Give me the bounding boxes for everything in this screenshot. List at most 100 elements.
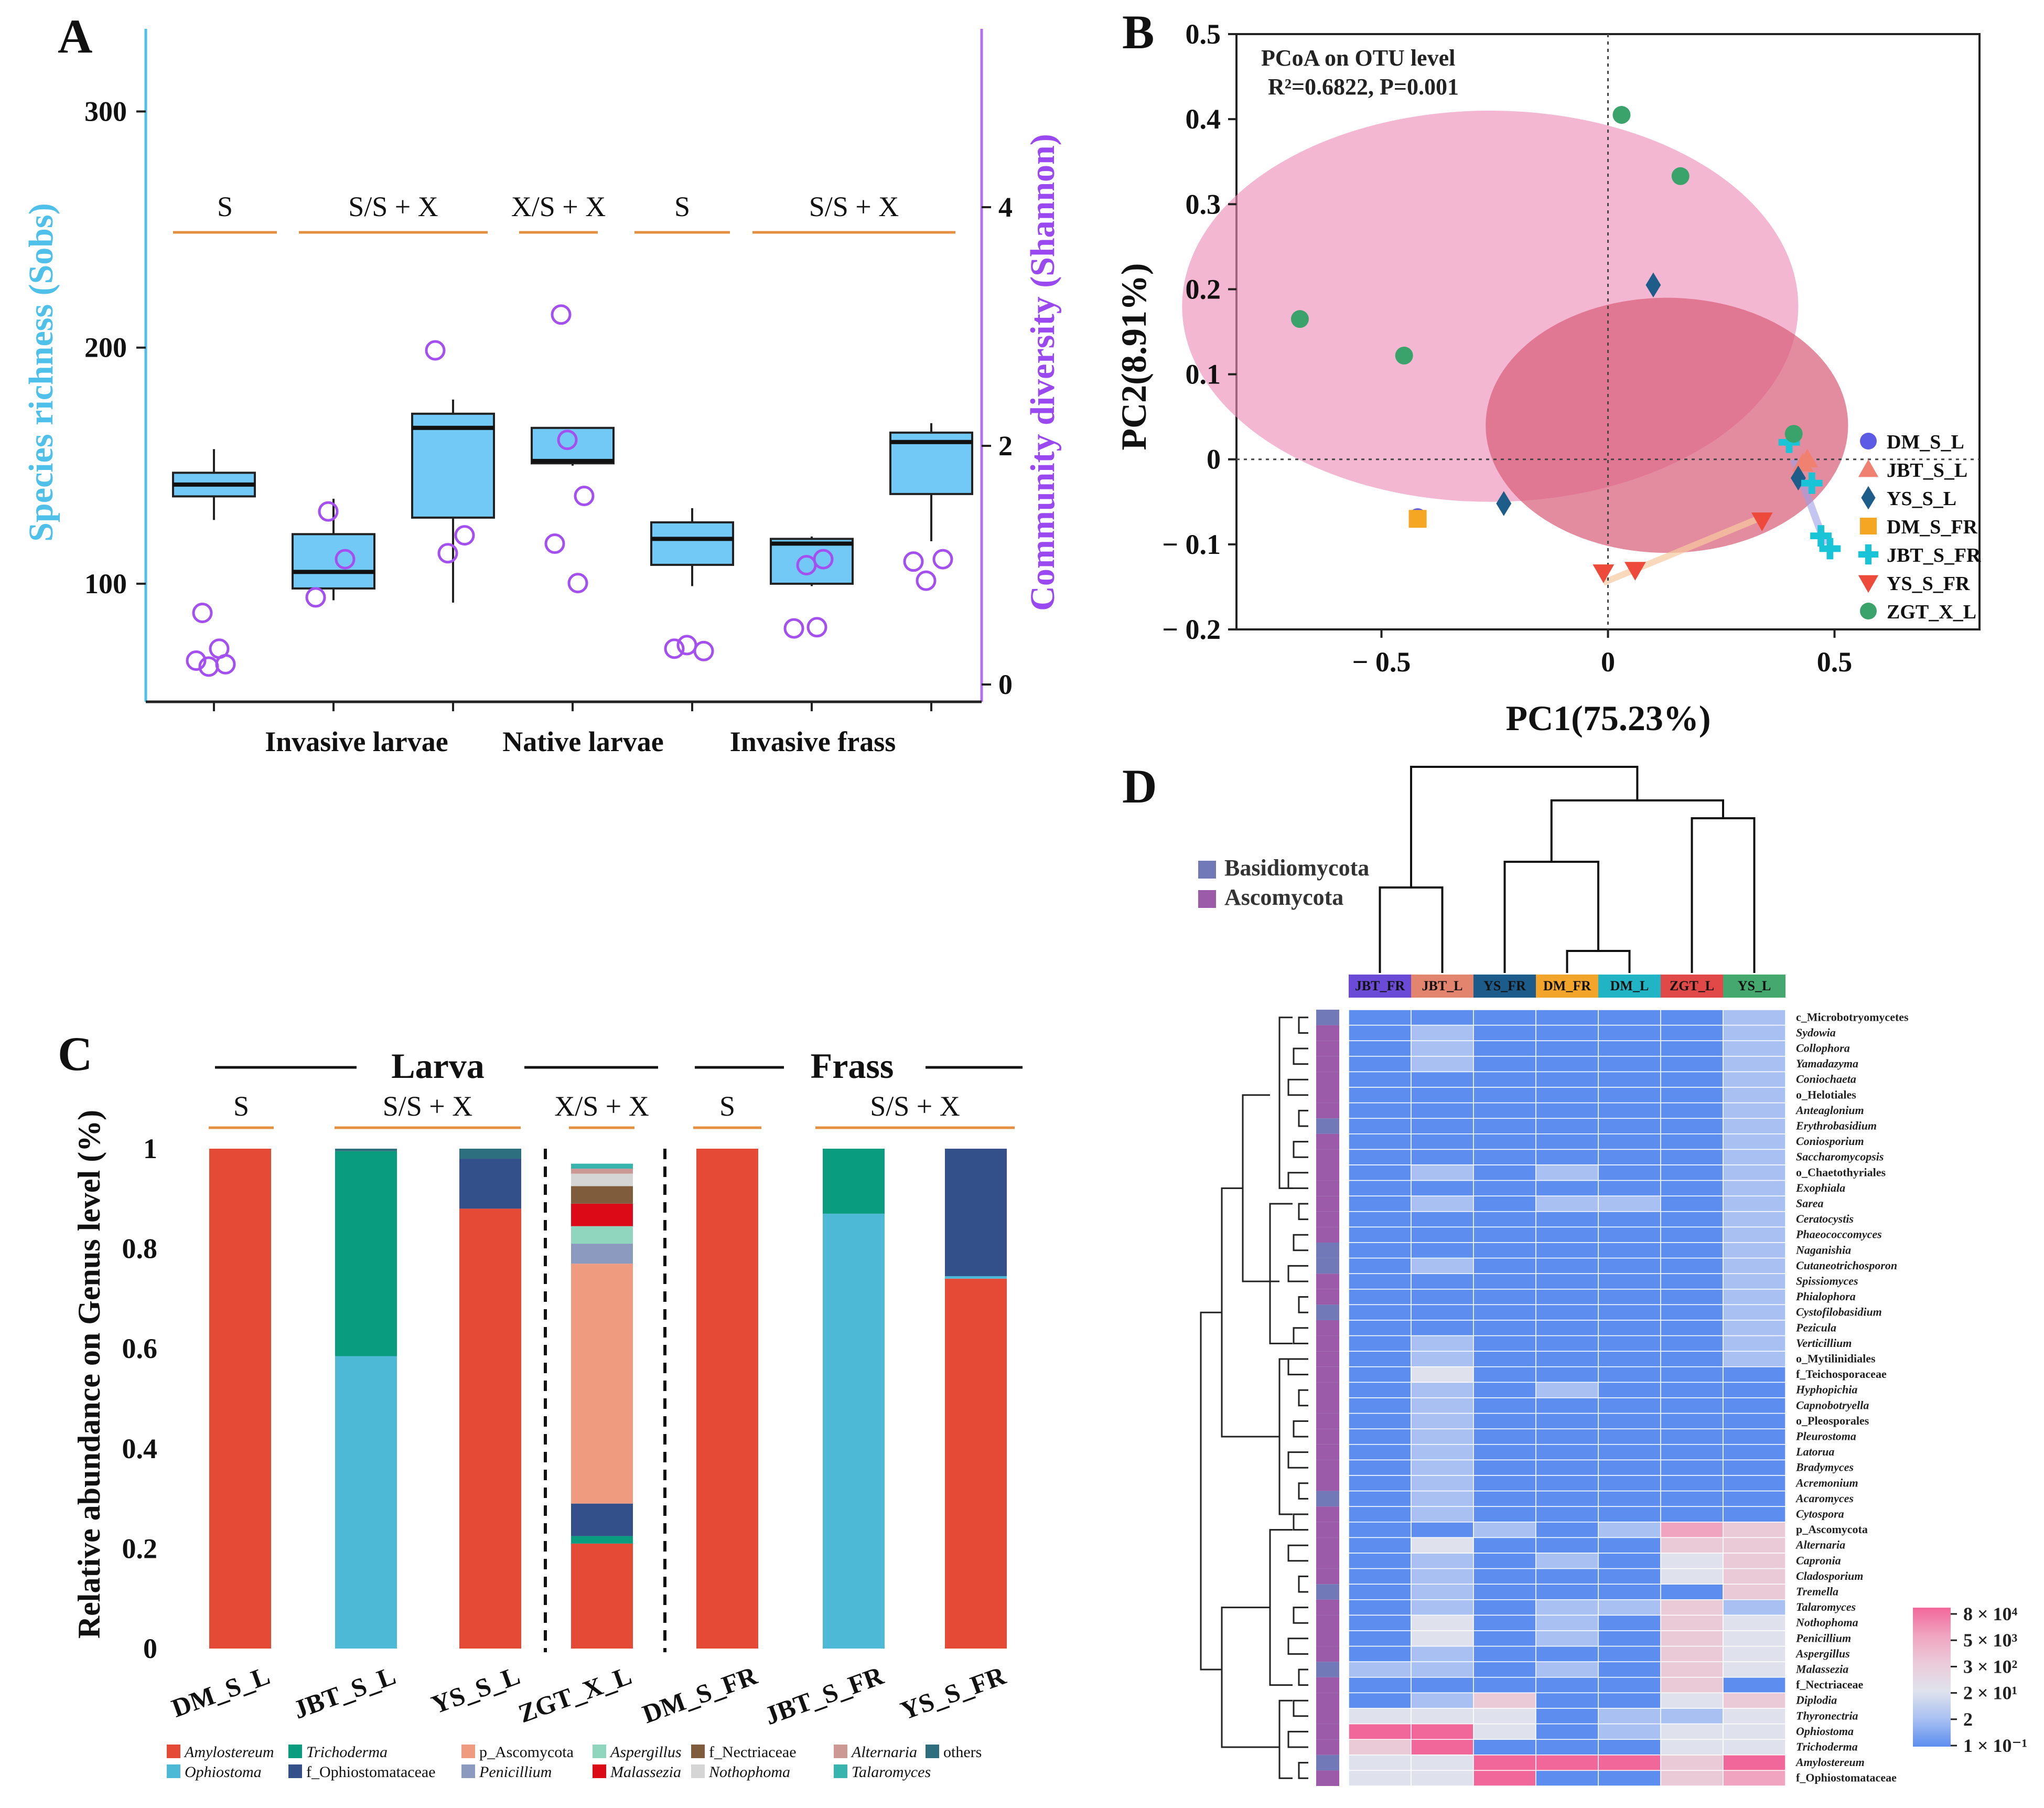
heatmap-cell <box>1598 1382 1661 1398</box>
legend-label: p_Ascomycota <box>479 1743 574 1761</box>
heatmap-cell <box>1723 1009 1786 1026</box>
row-label: f_Nectriaceae <box>1796 1678 1863 1691</box>
heatmap-cell <box>1411 1614 1474 1631</box>
heatmap-cell <box>1411 1770 1474 1786</box>
heatmap-cell <box>1723 1568 1786 1585</box>
legend-label: ZGT_X_L <box>1887 601 1976 623</box>
heatmap-cell <box>1535 1133 1599 1150</box>
row-label: Phialophora <box>1795 1290 1856 1303</box>
panel-a: A 100 200 300 0 2 4 Species richness (Sobs) Comm… <box>22 9 1062 757</box>
heatmap-cell <box>1473 1630 1536 1647</box>
heatmap-cell <box>1598 1677 1661 1694</box>
heatmap-cell <box>1348 1009 1412 1026</box>
scatter-point <box>1496 491 1512 516</box>
heatmap-cell <box>1723 1335 1786 1352</box>
heatmap-cell <box>1723 1692 1786 1709</box>
heatmap-cell <box>1473 1553 1536 1569</box>
row-dendrogram <box>1293 1513 1308 1531</box>
heatmap-cell <box>1348 1087 1412 1104</box>
heatmap-cell <box>1660 1739 1724 1756</box>
bar-segment <box>945 1276 1007 1279</box>
phylum-cell <box>1316 1398 1339 1414</box>
heatmap-cell <box>1660 1630 1724 1647</box>
phylum-cell <box>1316 1087 1339 1103</box>
panel-label: D <box>1122 759 1157 813</box>
heatmap-cell <box>1535 1522 1599 1538</box>
heatmap-cell <box>1535 1754 1599 1771</box>
bar-segment <box>209 1149 271 1649</box>
heatmap-cell <box>1535 1599 1599 1616</box>
panel-label: A <box>58 9 92 63</box>
heatmap-cell <box>1535 1289 1599 1306</box>
heatmap-cell <box>1723 1444 1786 1461</box>
heatmap-cell <box>1411 1320 1474 1336</box>
row-dendrogram <box>1298 1017 1308 1034</box>
group-bracket-label: S <box>217 191 233 222</box>
row-label: f_Teichosporaceae <box>1796 1367 1887 1381</box>
y2-tick-label: 4 <box>998 191 1013 223</box>
box <box>292 533 375 590</box>
heatmap-cell <box>1411 1149 1474 1165</box>
heatmap-cell <box>1473 1568 1536 1585</box>
heatmap-cell <box>1473 1040 1536 1057</box>
phylum-cell <box>1316 1165 1339 1181</box>
scatter-point <box>1593 564 1615 583</box>
phylum-cell <box>1316 1413 1339 1429</box>
heatmap-cell <box>1411 1242 1474 1259</box>
heatmap-cell <box>1348 1428 1412 1445</box>
heatmap-cell <box>1411 1584 1474 1600</box>
heatmap-cell <box>1660 1024 1724 1041</box>
heatmap-cell <box>1598 1506 1661 1523</box>
row-dendrogram <box>1287 1730 1308 1748</box>
shannon-point <box>806 617 827 638</box>
panel-label: C <box>58 1027 92 1080</box>
heatmap-cell <box>1660 1335 1724 1352</box>
row-label: Amylostereum <box>1795 1756 1865 1769</box>
heatmap-cell <box>1535 1537 1599 1554</box>
heatmap-cell <box>1660 1599 1724 1616</box>
heatmap-cell <box>1723 1211 1786 1228</box>
heatmap-cell <box>1348 1661 1412 1678</box>
phylum-cell <box>1316 1460 1339 1475</box>
heatmap-cell <box>1535 1382 1599 1398</box>
heatmap-cell <box>1660 1645 1724 1662</box>
scatter-point <box>1671 167 1690 185</box>
heatmap-cell <box>1660 1273 1724 1290</box>
phylum-legend-label: Ascomycota <box>1224 884 1343 910</box>
phylum-cell <box>1316 1599 1339 1616</box>
scatter-point <box>1796 448 1819 468</box>
heatmap-cell <box>1535 1242 1599 1259</box>
heatmap-cell <box>1723 1195 1786 1212</box>
heatmap-cell <box>1723 1273 1786 1290</box>
phylum-cell <box>1316 1491 1339 1507</box>
legend-label: Aspergillus <box>609 1743 682 1761</box>
heatmap-cell <box>1660 1195 1724 1212</box>
phylum-cell <box>1316 1335 1339 1352</box>
row-label: Saccharomycopsis <box>1796 1150 1884 1163</box>
heatmap-cell <box>1598 1584 1661 1600</box>
heatmap-cell <box>1660 1754 1724 1771</box>
row-dendrogram <box>1298 1575 1308 1593</box>
heatmap-cell <box>1660 1614 1724 1631</box>
legend-label: Trichoderma <box>306 1743 388 1761</box>
heatmap-cell <box>1473 1351 1536 1367</box>
y-tick-label: 300 <box>84 96 127 127</box>
heatmap-cell <box>1348 1677 1412 1694</box>
shannon-point <box>693 640 714 661</box>
bar-segment <box>571 1543 633 1649</box>
phylum-cell <box>1316 1180 1339 1196</box>
shannon-point <box>192 603 213 623</box>
heatmap-cell <box>1473 1522 1536 1538</box>
heatmap-cell <box>1411 1382 1474 1398</box>
legend-label: JBT_S_FR <box>1887 544 1981 566</box>
heatmap-cell <box>1473 1195 1536 1212</box>
phylum-cell <box>1316 1258 1339 1274</box>
bar-segment <box>823 1213 885 1649</box>
phylum-cell <box>1316 1444 1339 1460</box>
heatmap-cell <box>1411 1164 1474 1181</box>
heatmap-cell <box>1660 1164 1724 1181</box>
row-label: Exophiala <box>1795 1181 1845 1194</box>
heatmap-cell <box>1348 1351 1412 1367</box>
y-tick-label: 0.3 <box>1186 188 1221 220</box>
heatmap-cell <box>1473 1723 1536 1740</box>
